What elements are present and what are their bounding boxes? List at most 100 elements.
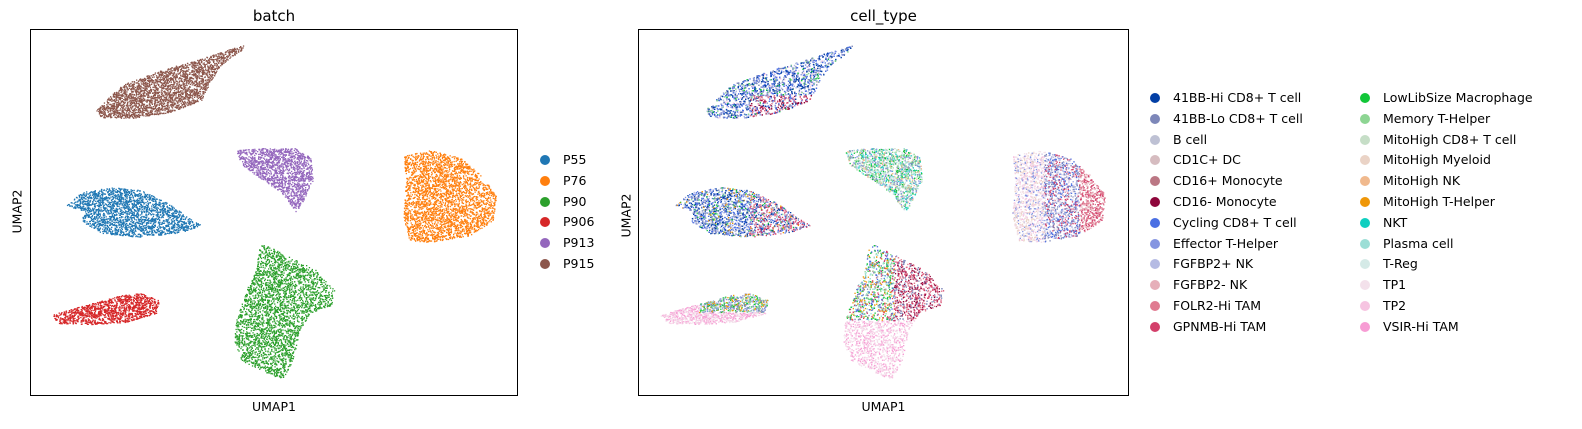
scatter-point (128, 94, 130, 96)
scatter-point (125, 113, 128, 116)
scatter-point (201, 72, 204, 75)
scatter-point (168, 85, 170, 87)
scatter-point (204, 87, 206, 89)
scatter-point (136, 116, 139, 118)
scatter-point (150, 113, 152, 116)
scatter-point (201, 61, 203, 63)
scatter-point (170, 70, 172, 72)
scatter-point (151, 76, 154, 78)
scatter-point (191, 61, 193, 63)
scatter-point (178, 91, 180, 94)
scatter-point (189, 79, 191, 81)
scatter-point (169, 105, 171, 107)
scatter-point (134, 113, 136, 115)
scatter-point (127, 97, 129, 99)
scatter-point (179, 71, 181, 74)
scatter-point (106, 101, 109, 104)
scatter-point (170, 81, 172, 83)
scatter-point (154, 111, 156, 113)
scatter-point (168, 71, 170, 73)
scatter-point (118, 112, 121, 114)
scatter-point (178, 78, 180, 80)
scatter-point (132, 110, 135, 112)
scatter-point (198, 90, 200, 93)
scatter-point (155, 104, 157, 107)
scatter-point (203, 62, 205, 64)
scatter-point (137, 86, 139, 88)
scatter-point (178, 91, 180, 93)
scatter-point (150, 106, 152, 109)
scatter-point (154, 97, 156, 99)
scatter-point (129, 99, 131, 101)
scatter-point (215, 63, 217, 65)
scatter-point (191, 84, 193, 86)
scatter-point (178, 72, 181, 74)
scatter-point (219, 54, 221, 56)
scatter-point (229, 57, 231, 59)
scatter-point (171, 75, 174, 77)
scatter-point (138, 114, 140, 116)
scatter-point (115, 98, 117, 100)
scatter-point (177, 87, 180, 90)
scatter-point (152, 106, 155, 108)
scatter-point (143, 97, 145, 100)
scatter-point (108, 107, 110, 110)
scatter-point (160, 86, 162, 88)
scatter-point (215, 72, 217, 74)
scatter-point (146, 114, 148, 116)
scatter-point (154, 85, 157, 87)
scatter-point (143, 79, 145, 81)
scatter-point (149, 79, 152, 82)
scatter-point (159, 99, 162, 102)
scatter-point (134, 99, 136, 101)
scatter-point (181, 67, 183, 69)
scatter-point (144, 106, 147, 108)
scatter-point (97, 108, 99, 111)
scatter-point (131, 100, 134, 102)
scatter-point (168, 94, 170, 96)
scatter-point (112, 112, 114, 114)
scatter-point (139, 86, 141, 88)
scatter-point (160, 82, 162, 84)
scatter-point (107, 103, 109, 105)
scatter-point (166, 92, 168, 94)
scatter-point (199, 84, 201, 86)
scatter-point (187, 96, 189, 99)
scatter-point (216, 70, 218, 72)
scatter-point (108, 97, 110, 99)
scatter-point (212, 60, 214, 62)
scatter-point (171, 93, 173, 95)
scatter-point (159, 86, 161, 88)
scatter-point (147, 115, 149, 117)
scatter-point (143, 100, 145, 102)
scatter-point (177, 69, 179, 71)
scatter-point (169, 87, 171, 89)
scatter-point (211, 76, 213, 78)
scatter-point (174, 99, 177, 101)
scatter-point (157, 95, 159, 97)
scatter-point (162, 84, 165, 86)
scatter-point (102, 112, 104, 115)
scatter-point (100, 112, 103, 114)
scatter-point (126, 114, 128, 116)
scatter-point (143, 104, 145, 106)
scatter-point (156, 93, 159, 95)
scatter-point (139, 114, 141, 116)
scatter-point (159, 73, 161, 75)
scatter-point (151, 103, 153, 105)
scatter-point (136, 89, 138, 91)
scatter-point (104, 117, 106, 119)
scatter-point (213, 56, 215, 58)
scatter-point (153, 107, 155, 110)
scatter-point (181, 105, 183, 107)
scatter-point (128, 87, 130, 89)
scatter-point (188, 68, 190, 71)
scatter-point (192, 81, 194, 83)
scatter-point (140, 107, 142, 109)
scatter-point (172, 96, 174, 98)
scatter-point (131, 81, 133, 83)
scatter-point (209, 74, 212, 76)
scatter-point (138, 83, 140, 85)
scatter-point (175, 66, 177, 69)
scatter-point (182, 103, 185, 105)
